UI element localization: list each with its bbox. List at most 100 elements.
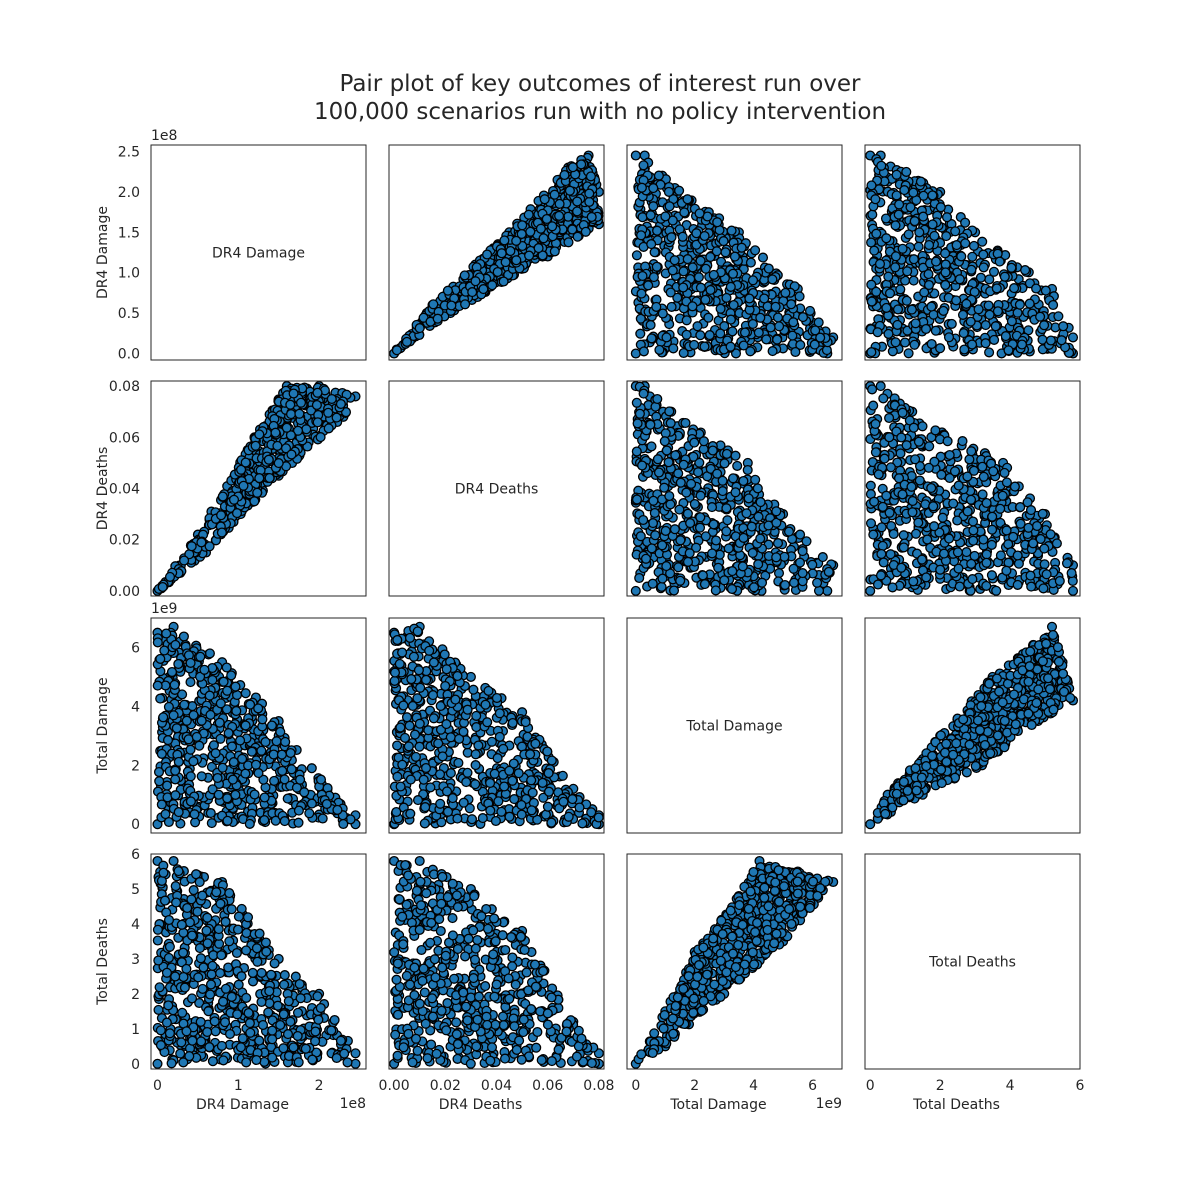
data-point [1031,283,1042,294]
y-tick-label: 2.5 [118,144,140,160]
data-point [636,182,647,193]
data-point [646,239,657,250]
y-tick-label: 0.08 [109,379,140,395]
data-point [1014,299,1025,310]
data-point [725,341,736,352]
data-point [227,774,238,785]
data-point [206,818,217,829]
data-point [937,512,948,523]
data-point [887,582,898,593]
data-point [554,198,565,209]
data-point [554,210,565,221]
data-point [657,540,668,551]
data-point [586,807,597,818]
data-point [682,194,693,205]
data-point [185,677,196,688]
data-point [659,482,670,493]
data-point [873,469,884,480]
data-point [533,243,544,254]
data-point [1001,477,1012,488]
data-point [905,202,916,213]
panel-dr4-damage-vs-dr4-deaths [388,144,605,361]
data-point [973,304,984,315]
data-point [913,436,924,447]
data-point [752,483,763,494]
data-point [959,344,970,355]
data-point [252,487,263,498]
data-point [865,585,876,596]
data-point [181,715,192,726]
data-point [703,312,714,323]
data-point [679,207,690,218]
data-point [312,417,323,428]
data-point [686,478,697,489]
data-point [774,321,785,332]
data-point [238,480,249,491]
data-point [190,817,201,828]
data-point [478,284,489,295]
data-point [783,526,795,537]
data-point [891,169,902,180]
data-point [788,317,799,328]
data-point [910,528,922,539]
data-point [870,194,881,205]
data-point [797,312,809,323]
data-point [669,524,680,535]
data-point [168,710,179,721]
data-point [938,305,949,316]
data-point [924,441,935,452]
data-point [878,557,889,568]
data-point [909,216,920,227]
data-point [664,406,675,417]
data-point [693,467,704,478]
data-point [543,786,555,797]
data-point [693,272,704,283]
data-point [505,245,516,257]
data-point [166,666,178,678]
data-point [968,525,979,536]
data-point [653,170,664,181]
data-point [645,319,656,331]
data-point [1067,332,1079,343]
data-point [293,817,304,828]
data-point [981,549,992,560]
data-point [673,562,684,573]
data-point [761,334,772,345]
data-point [984,309,995,320]
data-point [940,267,951,278]
data-point [392,740,403,751]
data-point [511,255,522,266]
y-axis-label: DR4 Damage [95,206,111,299]
data-point [1009,283,1020,294]
data-point [470,760,481,771]
data-point [755,533,766,544]
data-point [823,566,834,577]
data-point [549,246,560,257]
data-point [745,346,756,357]
data-point [1054,575,1065,587]
data-point [954,581,965,592]
data-point [913,517,924,528]
data-point [638,160,649,171]
data-point [250,440,261,451]
data-point [667,265,678,276]
data-point [304,808,315,819]
data-point [640,553,652,564]
data-point [867,209,878,220]
panel-frame [150,144,367,361]
data-point [684,548,695,559]
data-point [663,457,674,468]
data-point [675,535,686,546]
data-point [928,309,939,320]
data-point [253,768,264,779]
data-point [428,657,439,668]
data-point [967,339,978,350]
data-point [584,188,595,199]
data-point [884,412,895,424]
data-point [160,809,171,820]
data-point [231,508,243,519]
data-point [965,494,977,505]
